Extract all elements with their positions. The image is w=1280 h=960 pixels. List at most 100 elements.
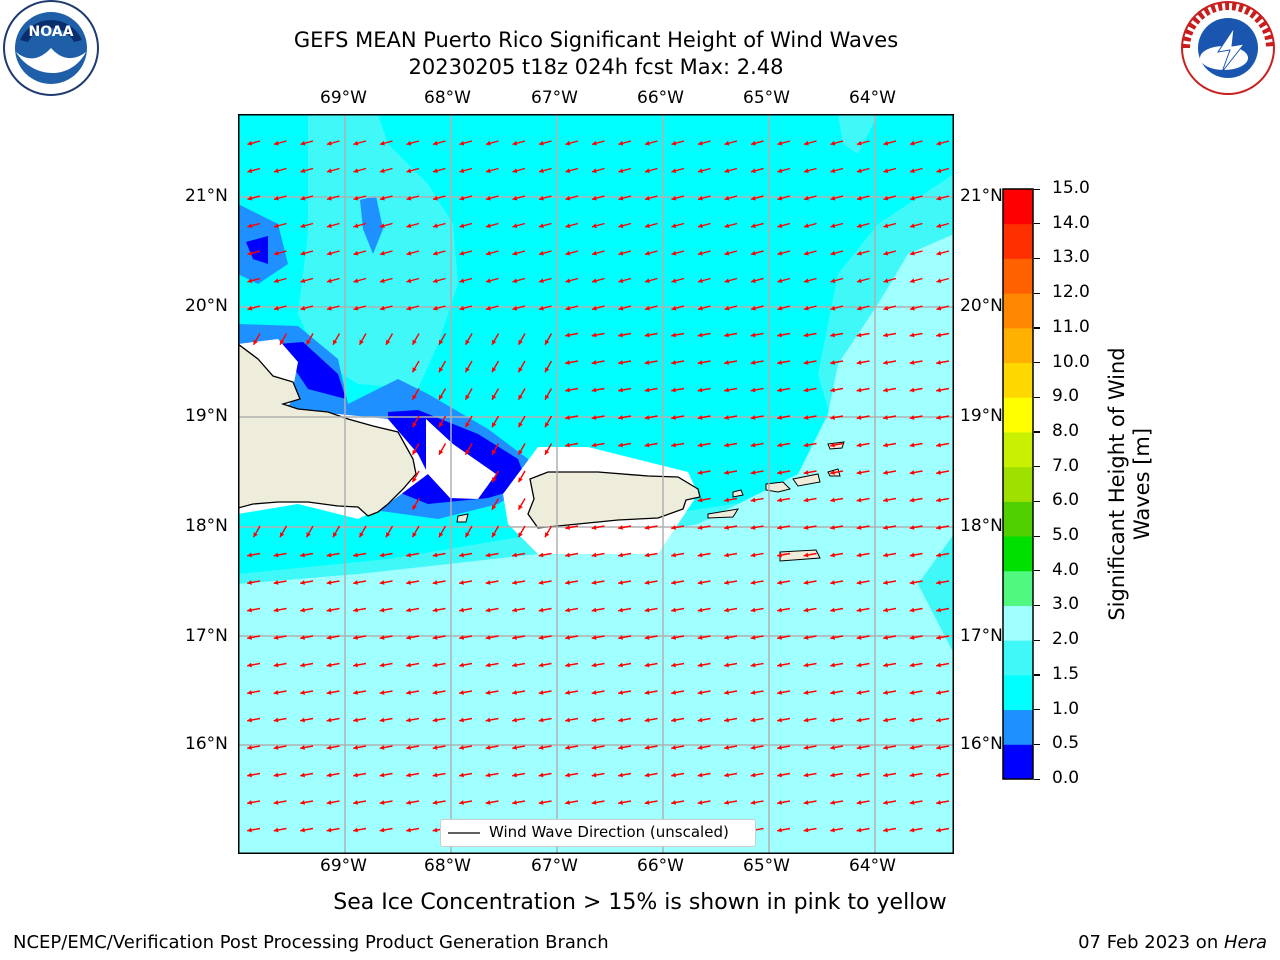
wave-arrow-head — [591, 332, 597, 338]
colorbar-tick-label: 6.0 — [1052, 490, 1080, 511]
chart-subtitle: 20230205 t18z 024h fcst Max: 2.48 — [408, 55, 784, 79]
wave-arrow-head — [518, 339, 523, 345]
wave-arrow-head — [777, 635, 782, 640]
mona-island — [456, 513, 469, 523]
wave-arrow-head — [273, 827, 279, 833]
wave-arrow-head — [300, 800, 305, 805]
wave-arrow-head — [777, 745, 782, 750]
wave-arrow-head — [247, 278, 253, 284]
wave-arrow-head — [412, 532, 417, 538]
colorbar-band — [1003, 258, 1033, 294]
wave-arrow-head — [591, 580, 597, 585]
wave-arrow-head — [333, 339, 338, 345]
wave-arrow-head — [883, 195, 889, 201]
wave-arrow-head — [909, 195, 915, 201]
wave-arrow-head — [273, 278, 279, 284]
wave-arrow-head — [644, 250, 650, 256]
wave-arrow-head — [777, 223, 783, 229]
wave-arrow-head — [412, 394, 417, 400]
wave-arrow-head — [671, 772, 676, 778]
wave-arrow-head — [697, 140, 703, 146]
wave-arrow-head — [856, 140, 862, 146]
wave-arrow-head — [247, 140, 253, 146]
wave-arrow-head — [724, 772, 729, 778]
wave-arrow-head — [353, 827, 358, 833]
wave-arrow-head — [803, 470, 809, 475]
wave-arrow-head — [273, 635, 279, 640]
wave-arrow-head — [538, 607, 544, 613]
wave-arrow-head — [326, 772, 332, 778]
wave-arrow-head — [512, 772, 517, 778]
wave-arrow-head — [618, 745, 623, 750]
wave-arrow-head — [697, 442, 703, 448]
wave-arrow-head — [591, 415, 597, 420]
colorbar-tick-mark — [1034, 327, 1040, 329]
wave-arrow-head — [803, 690, 809, 695]
wave-arrow-head — [644, 635, 650, 640]
colorbar-tick-mark — [1034, 466, 1040, 468]
wave-arrow-head — [936, 250, 942, 256]
wave-arrow-head — [273, 305, 279, 311]
wave-arrow-head — [273, 195, 279, 201]
wave-arrow-head — [618, 278, 624, 284]
wave-arrow-head — [300, 827, 305, 833]
colorbar-band — [1003, 744, 1033, 780]
wave-arrow-head — [724, 662, 729, 668]
wave-arrow-head — [724, 497, 729, 503]
wave-arrow-head — [618, 223, 624, 229]
legend-line-icon — [448, 832, 480, 834]
wave-arrow-head — [936, 497, 941, 503]
map-frame — [238, 114, 954, 854]
wave-arrow-head — [512, 580, 517, 585]
wave-arrow-head — [485, 800, 491, 805]
wave-arrow-head — [273, 250, 279, 256]
wave-arrow-head — [936, 360, 941, 365]
wave-arrow-head — [803, 745, 809, 750]
wave-arrow-head — [565, 387, 570, 393]
wave-arrow-head — [492, 394, 497, 400]
wave-arrow-head — [538, 168, 544, 174]
wave-arrow-head — [432, 168, 438, 174]
colorbar-tick-label: 10.0 — [1052, 351, 1090, 372]
wave-arrow-head — [803, 387, 809, 393]
wave-arrow-head — [883, 168, 889, 174]
wave-arrow-head — [909, 662, 915, 668]
wave-arrow-head — [512, 745, 517, 750]
wave-arrow-head — [591, 223, 597, 229]
wave-arrow-head — [697, 387, 703, 393]
wave-arrow-head — [353, 250, 359, 256]
wave-arrow-head — [512, 690, 517, 695]
wave-arrow-head — [545, 532, 550, 538]
wave-arrow-head — [671, 140, 677, 146]
wave-arrow-head — [830, 442, 835, 448]
wave-arrow-head — [671, 745, 676, 750]
wave-arrow-head — [909, 387, 915, 393]
no-data-area — [426, 419, 496, 499]
wave-arrow-head — [750, 497, 756, 503]
wave-arrow-head — [485, 140, 491, 146]
wave-arrow-head — [485, 580, 491, 585]
wave-arrow-head — [247, 552, 252, 558]
wave-arrow-head — [538, 278, 544, 284]
wave-arrow-head — [379, 278, 385, 284]
wave-arrow-head — [565, 415, 570, 420]
wave-arrow-head — [777, 497, 782, 503]
wave-arrow-head — [883, 305, 889, 311]
wave-arrow-head — [644, 387, 650, 393]
wave-arrow-head — [777, 690, 782, 695]
wave-arrow-head — [538, 717, 544, 723]
wave-arrow-head — [545, 422, 550, 428]
wave-arrow-head — [485, 250, 491, 256]
wave-arrow-head — [671, 690, 676, 695]
wave-arrow-head — [618, 415, 623, 420]
wave-arrow-head — [300, 635, 305, 640]
wave-arrow-head — [936, 745, 941, 750]
wave-arrow-head — [909, 690, 915, 695]
wave-arrow-head — [618, 195, 624, 201]
wave-arrow-head — [883, 772, 888, 778]
wave-arrow-head — [459, 250, 465, 256]
wave-arrow-head — [671, 168, 677, 174]
wave-arrow-head — [697, 690, 703, 695]
wave-arrow-head — [724, 552, 729, 558]
wave-arrow-head — [412, 477, 417, 483]
